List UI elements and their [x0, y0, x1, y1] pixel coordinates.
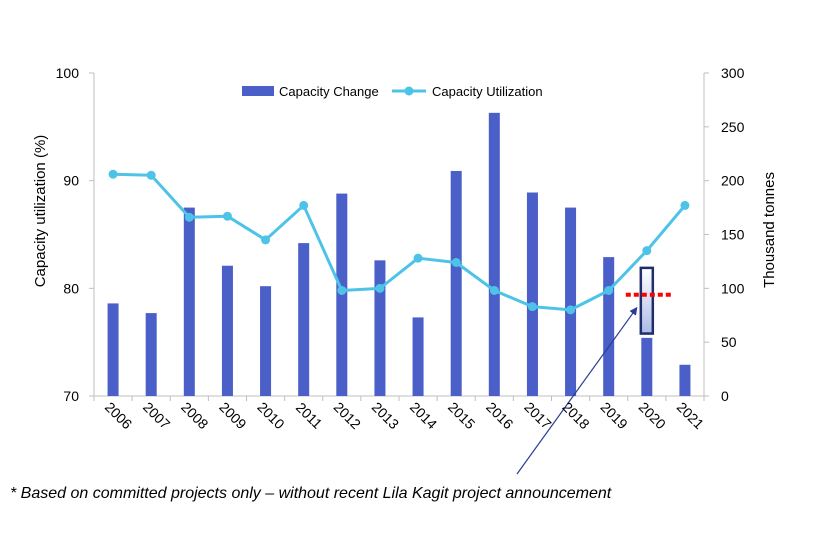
bar-series-capacity-change — [107, 112, 691, 396]
x-tick-label: 2011 — [293, 399, 326, 432]
bar — [260, 286, 272, 396]
utilization-line — [113, 172, 687, 312]
x-tick-label: 2007 — [140, 399, 173, 432]
bar — [183, 207, 195, 396]
x-tick-label: 2012 — [331, 399, 364, 432]
x-tick-label: 2006 — [102, 399, 135, 432]
annotations — [516, 266, 673, 475]
footnote: * Based on committed projects only – wit… — [10, 485, 612, 502]
y-axis-left-title: Capacity utilization (%) — [32, 135, 49, 288]
y-axis-right-title: Thousand tonnes — [761, 172, 778, 288]
planned-capacity-box — [639, 266, 655, 335]
annotation-arrow — [516, 306, 638, 475]
bar — [221, 265, 233, 396]
y-right-tick-label: 300 — [721, 65, 745, 81]
x-tick-label: 2021 — [674, 399, 707, 432]
line-point — [184, 212, 194, 222]
legend: Capacity Change Capacity Utilization — [242, 84, 543, 99]
line-point — [299, 200, 309, 210]
line-point — [680, 200, 690, 210]
x-tick-label: 2010 — [254, 399, 287, 432]
bar — [450, 170, 462, 396]
x-tick-label: 2008 — [178, 399, 211, 432]
line-point — [451, 257, 461, 267]
line-point — [375, 283, 385, 293]
bar — [603, 257, 615, 396]
x-tick-label: 2020 — [636, 399, 669, 432]
axes — [89, 72, 709, 401]
line-point — [566, 305, 576, 315]
bar — [526, 192, 538, 396]
x-tick-label: 2019 — [598, 399, 631, 432]
y-right-tick-label: 100 — [721, 280, 745, 296]
y-left-tick-label: 90 — [63, 173, 79, 189]
line-point — [146, 170, 156, 180]
line-point — [108, 169, 118, 179]
legend-label-capacity-utilization: Capacity Utilization — [432, 84, 543, 99]
y-left-tick-label: 70 — [63, 388, 79, 404]
legend-swatch-marker — [404, 86, 414, 96]
bar — [488, 112, 500, 396]
line-point — [642, 246, 652, 256]
line-point — [604, 285, 614, 295]
bar — [374, 260, 386, 396]
x-tick-label: 2017 — [521, 399, 554, 432]
legend-label-capacity-change: Capacity Change — [279, 84, 379, 99]
y-right-tick-label: 200 — [721, 173, 745, 189]
y-right-tick-label: 250 — [721, 119, 745, 135]
bar — [679, 364, 691, 396]
y-right-tick-label: 150 — [721, 227, 745, 243]
bar — [145, 313, 157, 396]
line-point — [261, 235, 271, 245]
y-right-tick-label: 0 — [721, 388, 729, 404]
y-left-tick-label: 100 — [56, 65, 80, 81]
x-tick-label: 2015 — [445, 399, 478, 432]
x-tick-label: 2016 — [483, 399, 516, 432]
y-left-tick-label: 80 — [63, 280, 79, 296]
bar — [565, 207, 577, 396]
line-point — [527, 302, 537, 312]
x-tick-label: 2018 — [559, 399, 592, 432]
line-point — [413, 253, 423, 263]
legend-swatch-capacity-change — [242, 86, 274, 96]
bar — [107, 303, 119, 396]
line-point — [337, 285, 347, 295]
bar — [641, 337, 653, 396]
bar — [298, 243, 310, 396]
x-tick-label: 2013 — [369, 399, 402, 432]
bar — [412, 317, 424, 396]
x-tick-label: 2014 — [407, 399, 440, 432]
line-point — [222, 211, 232, 221]
y-right-tick-label: 50 — [721, 334, 737, 350]
x-tick-label: 2009 — [216, 399, 249, 432]
line-point — [489, 285, 499, 295]
line-series-capacity-utilization — [108, 169, 690, 315]
